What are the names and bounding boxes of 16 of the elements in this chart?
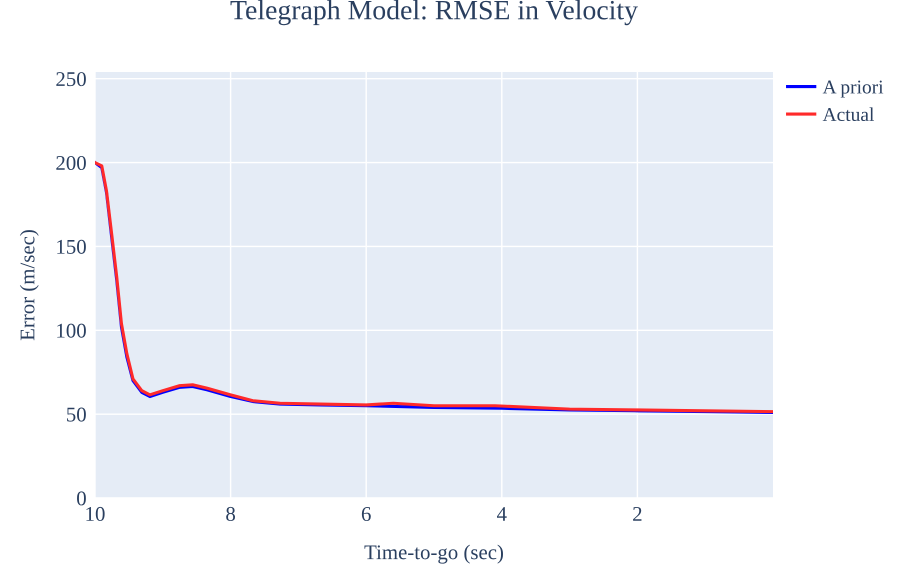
y-tick-label: 100 [57, 324, 86, 338]
y-tick-label: 200 [56, 156, 86, 170]
y-axis-title: Error (m/sec) [20, 230, 39, 340]
x-axis-title: Time-to-go (sec) [364, 544, 503, 564]
y-tick-label: 150 [57, 240, 86, 254]
chart-title: Telegraph Model: RMSE in Velocity [230, 0, 638, 26]
x-tick-label: 4 [497, 507, 507, 521]
x-tick-label: 10 [86, 506, 105, 521]
y-tick-label: 0 [77, 491, 86, 506]
legend-label: A priori [822, 80, 884, 98]
legend-label: Actual [822, 107, 874, 122]
y-tick-label: 50 [67, 408, 86, 422]
y-tick-label: 250 [56, 72, 86, 86]
x-tick-label: 8 [226, 506, 236, 521]
x-tick-label: 6 [362, 506, 371, 521]
x-tick-label: 2 [633, 506, 642, 521]
